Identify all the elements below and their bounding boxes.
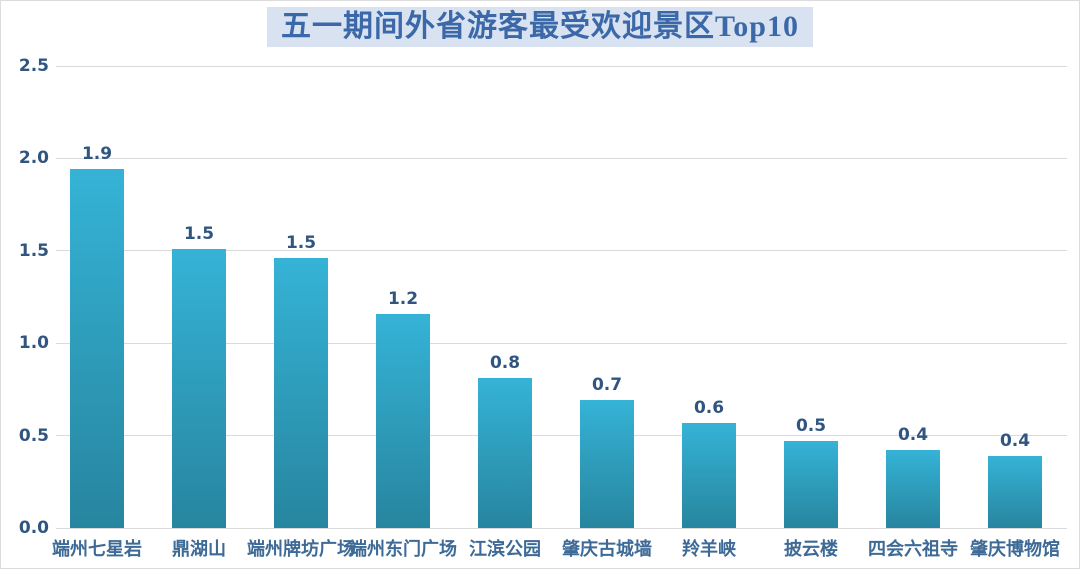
x-category-label: 端州七星岩 [52,539,142,559]
bar-value-label: 0.6 [693,397,725,418]
gridline-y-0.0 [56,527,1067,529]
gridline-y-2.0 [56,157,1067,159]
y-tick-label: 1.0 [18,333,49,354]
x-category-label: 江滨公园 [469,539,541,559]
x-category-label: 羚羊峡 [682,539,736,559]
bar-披云楼 [784,441,838,528]
y-tick-label: 2.0 [18,148,49,169]
y-tick-label: 2.5 [18,56,49,76]
bar-羚羊峡 [682,422,736,528]
x-category-label: 披云楼 [784,539,838,559]
bar-value-label: 0.4 [999,430,1031,451]
bar-value-label: 1.5 [285,233,317,254]
bar-鼎湖山 [172,248,226,528]
bar-江滨公园 [478,378,532,528]
bar-肇庆古城墙 [580,400,634,528]
bar-端州牌坊广场 [274,258,328,528]
bar-value-label: 1.2 [387,288,419,309]
y-tick-label: 0.0 [18,518,49,538]
bar-value-label: 1.5 [183,223,215,244]
bar-value-label: 0.5 [795,416,827,437]
bar-端州七星岩 [70,169,124,528]
bar-肇庆博物馆 [988,455,1042,528]
chart-title-row: 五一期间外省游客最受欢迎景区Top10 [1,7,1079,47]
gridline-y-0.5 [56,435,1067,437]
gridline-y-2.5 [56,65,1067,67]
x-category-label: 端州牌坊广场 [247,539,355,559]
bar-value-label: 0.8 [489,353,521,374]
gridline-y-1.0 [56,342,1067,344]
bar-四会六祖寺 [886,450,940,528]
bar-value-label: 0.4 [897,425,929,446]
plot-area: 1.9 端州七星岩 1.5 鼎湖山 1.5 端州牌坊广场 1.2 端州东门广场 0.8 江滨公园 0… [52,65,1067,559]
y-tick-label: 0.5 [18,425,49,446]
y-tick-label: 1.5 [18,240,49,261]
x-category-label: 四会六祖寺 [868,539,958,559]
bar-端州东门广场 [376,313,430,528]
bar-value-label: 0.7 [591,375,623,396]
gridline-y-1.5 [56,250,1067,252]
bar-value-label: 1.9 [81,144,113,165]
x-category-label: 鼎湖山 [172,539,226,559]
x-category-label: 肇庆博物馆 [970,539,1060,559]
chart-title: 五一期间外省游客最受欢迎景区Top10 [267,7,813,47]
x-category-label: 肇庆古城墙 [562,539,652,559]
x-category-label: 端州东门广场 [349,539,457,559]
